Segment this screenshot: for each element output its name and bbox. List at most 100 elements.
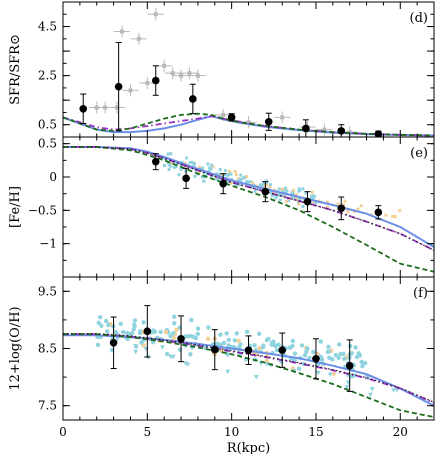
scatter-star [168, 164, 172, 168]
scatter-star [287, 199, 291, 203]
scatter-star [207, 170, 211, 174]
scatter-star [201, 166, 205, 170]
y-tick-label: −0.5 [28, 203, 57, 217]
obs-point [302, 124, 310, 133]
scatter-star [223, 168, 227, 172]
scatter-star [311, 197, 315, 201]
scatter-star [234, 183, 238, 187]
scatter-star [298, 198, 302, 202]
scatter-star [167, 168, 171, 172]
obs-point [151, 76, 160, 85]
scatter-hii [252, 343, 257, 348]
scatter-star [210, 163, 214, 167]
panel-1: 0.5 0 −0.5 −1 [Fe/H] (e) [8, 136, 435, 278]
model-curve-dotted [63, 146, 434, 251]
x-tick-label: 5 [143, 425, 151, 439]
y-axis-label: 12+log(O/H) [8, 306, 23, 390]
model-curve-dashed [63, 146, 434, 273]
scatter-triangle [253, 375, 259, 380]
scatter-triangle [327, 372, 333, 377]
y-tick-label: −1 [39, 237, 57, 251]
scatter-triangle [264, 362, 270, 367]
scatter-hii [244, 329, 250, 335]
scatter-hii [226, 337, 231, 343]
scatter-star [172, 165, 176, 169]
scatter-hii [266, 336, 271, 342]
scatter-triangle [183, 361, 189, 366]
scatter-hii [163, 329, 169, 335]
x-tick-label: 20 [393, 425, 408, 439]
obs-point [182, 174, 190, 183]
y-axis-label: [Fe/H] [8, 186, 23, 228]
grey-point [162, 63, 167, 68]
scatter-star [265, 181, 269, 185]
scatter-hii [269, 342, 274, 347]
x-tick-label: 15 [308, 425, 323, 439]
scatter-hii [104, 329, 110, 334]
scatter-star [174, 165, 178, 169]
scatter-star [179, 163, 183, 167]
scatter-triangle [159, 345, 165, 350]
y-tick-label: 4.5 [38, 20, 57, 34]
obs-point [303, 197, 312, 206]
scatter-star [229, 172, 233, 176]
scatter-star [207, 166, 211, 170]
scatter-hii [103, 318, 109, 324]
scatter-star [343, 199, 347, 203]
scatter-star [384, 213, 388, 217]
obs-point [244, 346, 253, 355]
obs-point [337, 204, 346, 213]
scatter-star [276, 194, 280, 198]
scatter-star [200, 175, 204, 179]
scatter-hii [232, 338, 237, 343]
scatter-hii [191, 334, 196, 340]
scatter-star [310, 190, 314, 194]
obs-point [374, 208, 383, 217]
scatter-star [218, 168, 222, 172]
scatter-hii [326, 344, 331, 350]
scatter-star [341, 203, 345, 207]
panel-label: (e) [410, 146, 428, 161]
scatter-star [264, 179, 268, 183]
scatter-hii [273, 343, 278, 349]
scatter-hii [168, 333, 173, 339]
x-axis-label: R(kpc) [227, 441, 270, 454]
scatter-star [278, 192, 282, 196]
scatter-star [239, 173, 243, 177]
scatter-hii [274, 347, 280, 353]
scatter-hii [221, 340, 227, 346]
y-tick-label: 8.5 [38, 342, 57, 356]
scatter-star [262, 181, 266, 185]
scatter-star [312, 195, 316, 199]
scatter-hii [97, 314, 103, 320]
panel-0: 0.5 2.5 4.5 SFR/SFR⊙ (d) [8, 1, 435, 138]
scatter-hii [296, 366, 302, 371]
scatter-hii [338, 351, 343, 357]
scatter-hii [95, 342, 101, 348]
scatter-star [346, 210, 350, 214]
scatter-triangle [225, 369, 231, 375]
scatter-star [297, 187, 301, 191]
scatter-hii [137, 330, 143, 336]
scatter-star [285, 189, 289, 193]
scatter-hii [131, 327, 136, 332]
scatter-star [290, 196, 294, 200]
scatter-star [245, 175, 249, 179]
grey-point [246, 120, 251, 125]
scatter-hii [299, 343, 305, 348]
scatter-hii [106, 322, 111, 328]
scatter-hii [164, 351, 170, 357]
scatter-star [356, 207, 360, 211]
scatter-star [227, 173, 231, 177]
scatter-star [257, 187, 261, 191]
scatter-star [162, 164, 166, 168]
plot-area [63, 305, 434, 418]
grey-point [187, 71, 192, 76]
scatter-star [177, 173, 181, 177]
obs-point [114, 82, 123, 91]
obs-point [278, 346, 287, 355]
scatter-hii [132, 323, 137, 329]
scatter-triangle [132, 344, 138, 349]
scatter-star [214, 172, 218, 176]
scatter-star [198, 165, 202, 169]
